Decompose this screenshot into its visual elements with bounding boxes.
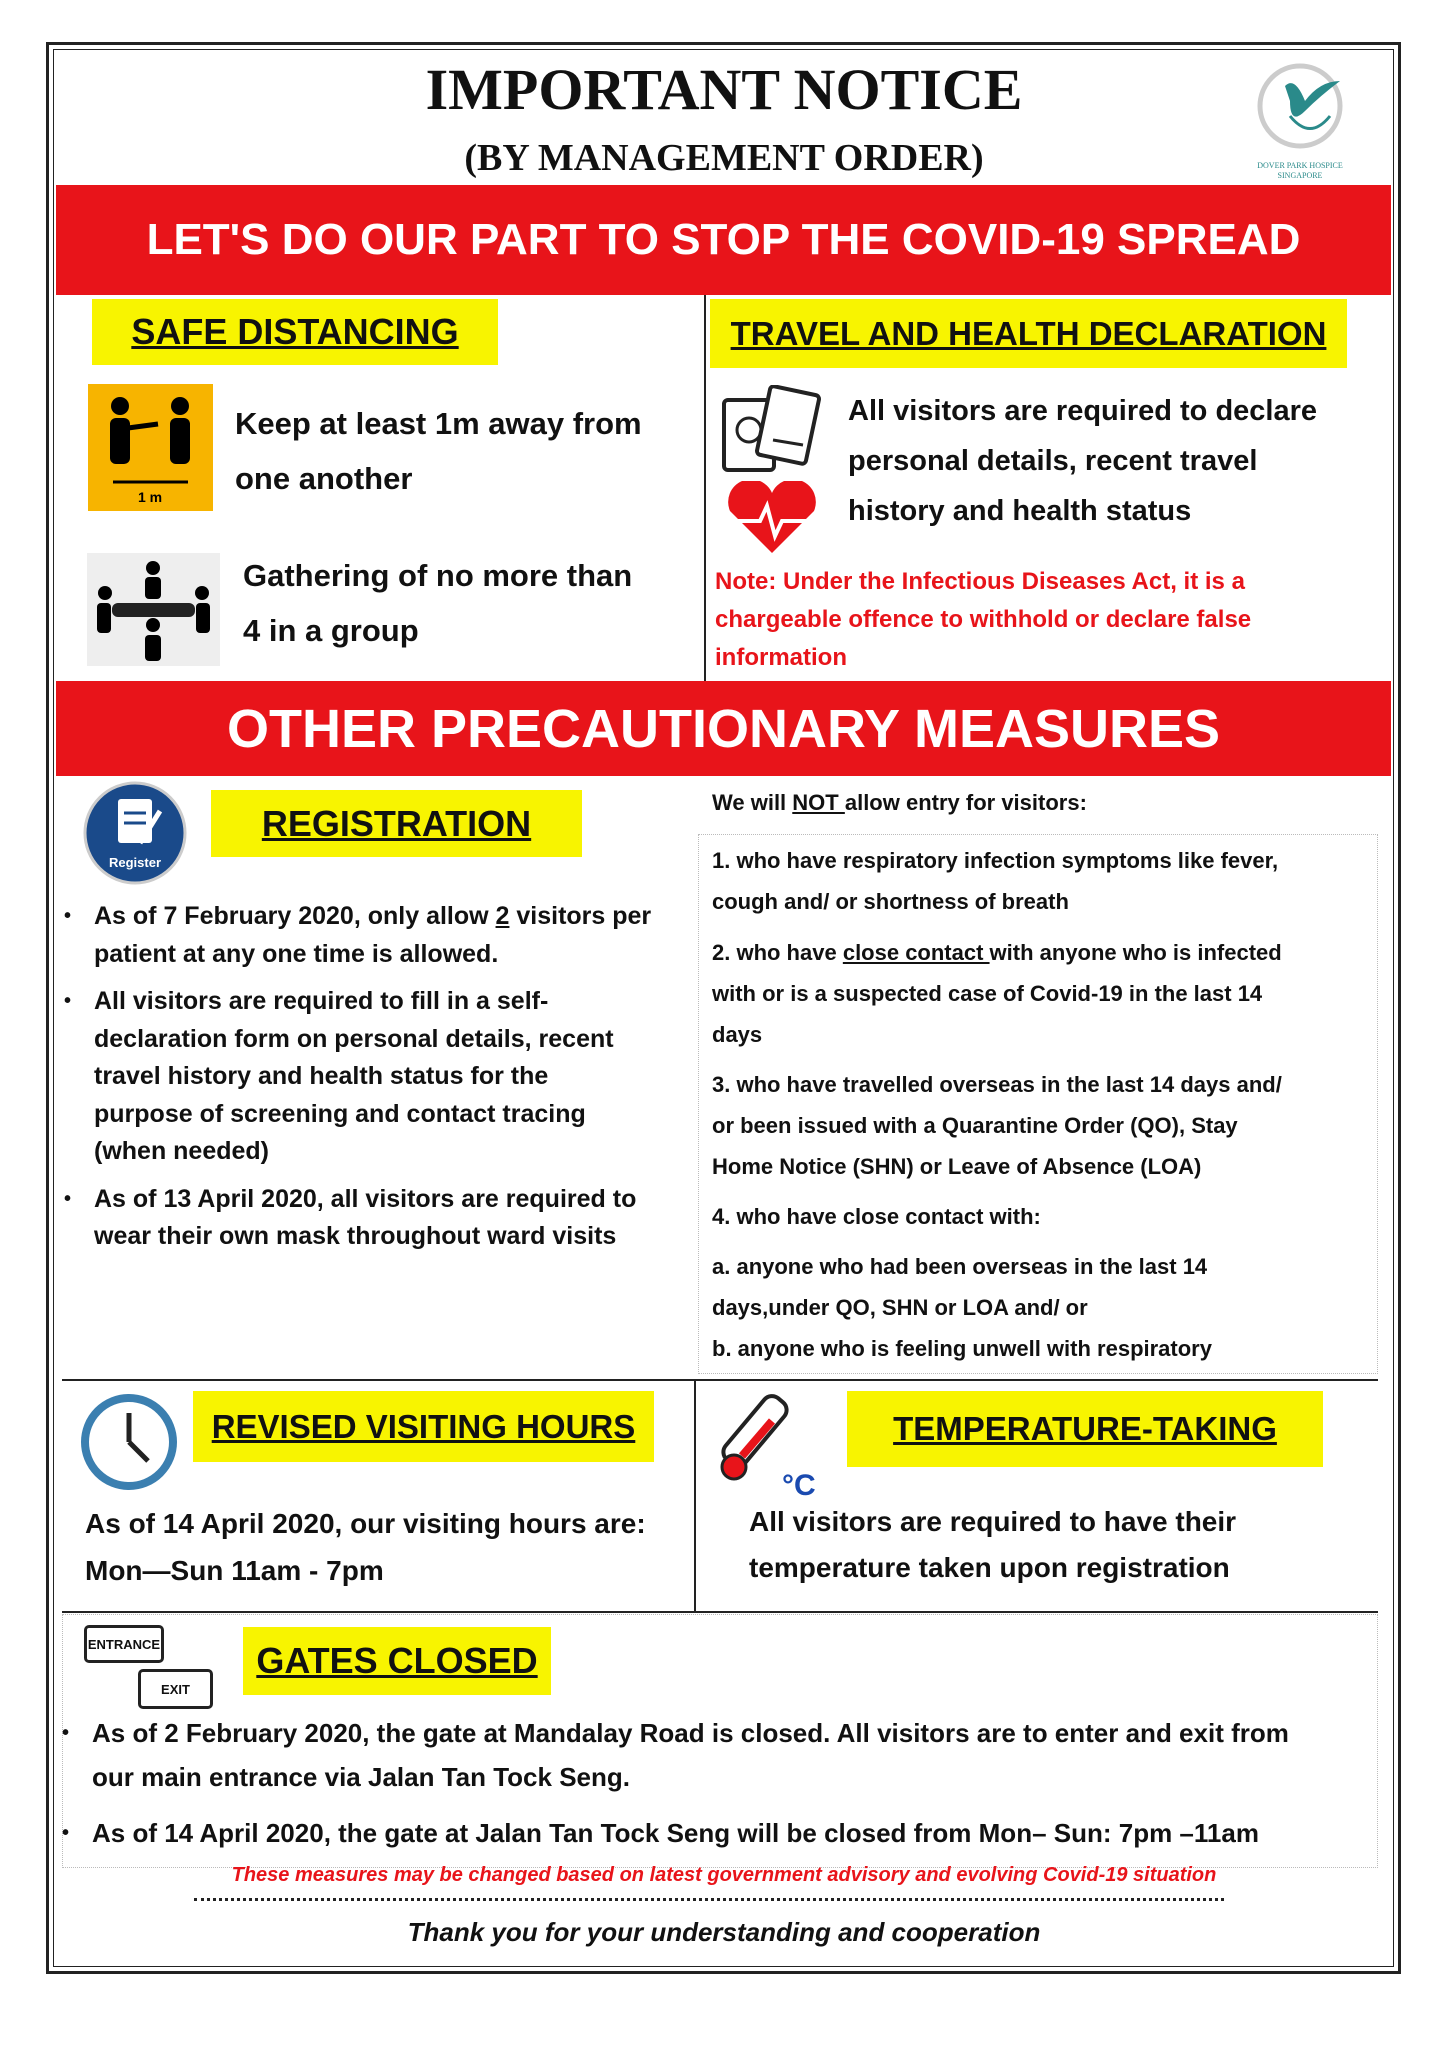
bullet-visitors-limit: As of 7 February 2020, only allow 2 visi…: [64, 898, 651, 936]
register-icon: Register: [80, 781, 190, 886]
gates-closed-heading: GATES CLOSED: [243, 1627, 551, 1695]
banner-stop-spread: LET'S DO OUR PART TO STOP THE COVID-19 S…: [56, 185, 1391, 295]
travel-note: Note: Under the Infectious Diseases Act,…: [715, 568, 1252, 671]
page-title: IMPORTANT NOTICE: [425, 57, 1023, 122]
gathering-text: Gathering of no more than 4 in a group: [243, 558, 633, 648]
banner-precautionary: OTHER PRECAUTIONARY MEASURES: [56, 681, 1391, 776]
distancing-text: Keep at least 1m away from one another: [235, 406, 642, 496]
disclaimer: These measures may be changed based on l…: [231, 1864, 1217, 1886]
entry-box: [698, 834, 1378, 1374]
group-icon: [87, 553, 220, 666]
page-subtitle: (BY MANAGEMENT ORDER): [464, 137, 984, 179]
divider: [694, 1380, 696, 1612]
divider: [62, 1379, 1378, 1381]
dotted-separator: [194, 1898, 1224, 1901]
travel-declaration-heading: TRAVEL AND HEALTH DECLARATION: [710, 299, 1347, 368]
svg-text:1 m: 1 m: [138, 489, 162, 505]
registration-bullets: As of 7 February 2020, only allow 2 visi…: [64, 898, 651, 1256]
clock-icon: [80, 1393, 178, 1491]
divider: [62, 1611, 1378, 1613]
passport-icon: [718, 384, 824, 476]
notice-frame: [46, 42, 1401, 1974]
visiting-hours-heading: REVISED VISITING HOURS: [193, 1391, 654, 1462]
visiting-hours-text: As of 14 April 2020, our visiting hours …: [85, 1508, 646, 1586]
entry-intro: We will NOT allow entry for visitors:: [712, 790, 1087, 815]
hospice-logo: DOVER PARK HOSPICE SINGAPORE: [1250, 56, 1350, 181]
temperature-text: All visitors are required to have their t…: [749, 1506, 1237, 1583]
divider: [704, 295, 706, 681]
gates-bullets: As of 2 February 2020, the gate at Manda…: [62, 1711, 1289, 1855]
thermometer-icon: °C: [712, 1391, 824, 1502]
travel-text: All visitors are required to declare pers…: [848, 395, 1318, 527]
thank-you: Thank you for your understanding and coo…: [407, 1917, 1041, 1947]
entry-list: 1. who have respiratory infection sympto…: [712, 848, 1282, 1361]
safe-distancing-heading: SAFE DISTANCING: [92, 299, 498, 365]
temperature-heading: TEMPERATURE-TAKING: [847, 1391, 1323, 1467]
svg-text:Register: Register: [109, 855, 161, 870]
heart-icon: [720, 479, 824, 556]
registration-heading: REGISTRATION: [211, 790, 582, 857]
distancing-icon: 1 m: [88, 384, 213, 511]
svg-text:°C: °C: [782, 1469, 816, 1497]
entrance-exit-icon: ENTRANCE EXIT: [84, 1625, 213, 1714]
